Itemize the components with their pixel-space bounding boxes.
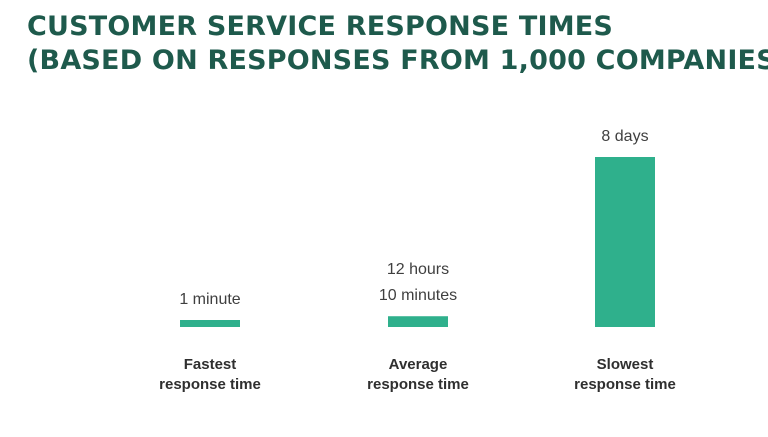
data-label-1-1: 1 minute xyxy=(179,291,240,308)
bar-2 xyxy=(388,316,448,327)
data-label-3-1: 8 days xyxy=(601,128,648,145)
category-label-2-1: Average xyxy=(389,356,448,373)
chart-title-line-2: (BASED ON RESPONSES FROM 1,000 COMPANIES… xyxy=(27,45,768,76)
category-label-3-1: Slowest xyxy=(597,356,654,373)
bar-1 xyxy=(180,320,240,327)
data-label-2-2: 10 minutes xyxy=(379,287,457,304)
chart-title: CUSTOMER SERVICE RESPONSE TIMES (BASED O… xyxy=(27,10,768,78)
category-label-1-2: response time xyxy=(159,376,261,393)
chart-title-line-1: CUSTOMER SERVICE RESPONSE TIMES xyxy=(27,11,614,42)
bar-3 xyxy=(595,157,655,327)
category-label-2-2: response time xyxy=(367,376,469,393)
data-label-2-1: 12 hours xyxy=(387,261,449,278)
category-label-3-2: response time xyxy=(574,376,676,393)
category-label-1-1: Fastest xyxy=(184,356,237,373)
